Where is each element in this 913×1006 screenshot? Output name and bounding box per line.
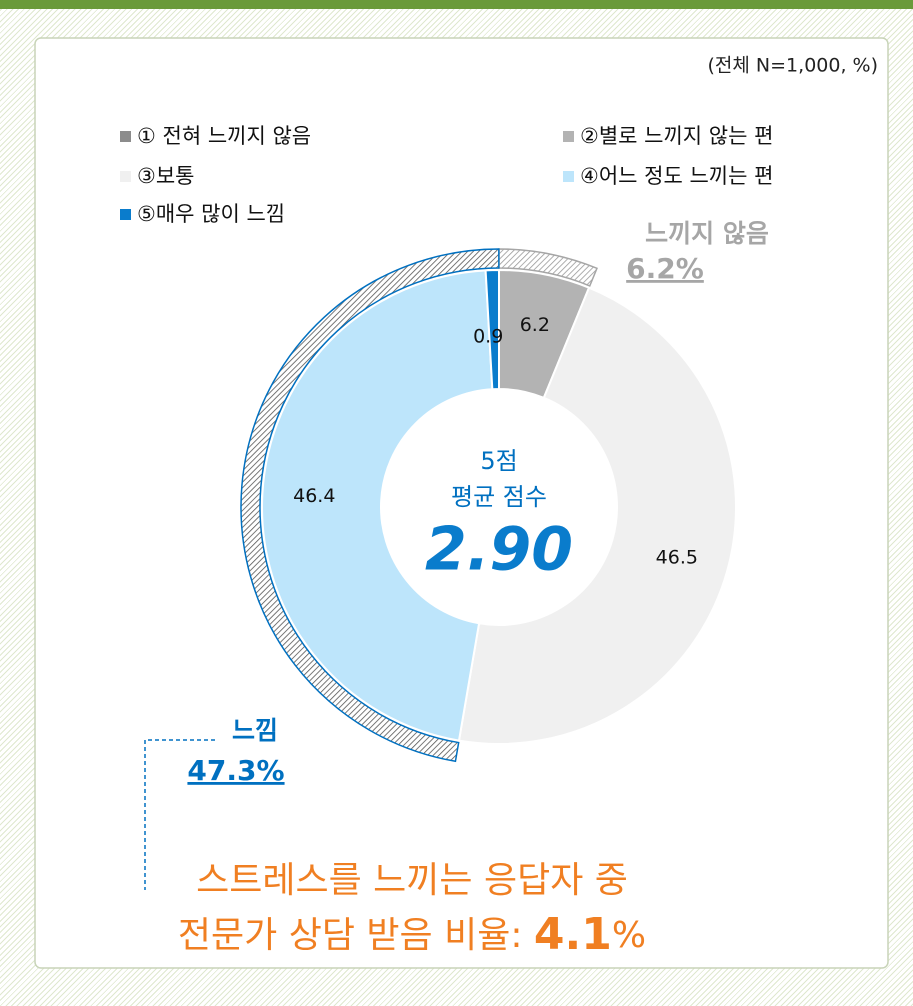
panel	[34, 37, 889, 969]
group-arc	[240, 248, 500, 763]
group-arc	[498, 248, 598, 287]
data-label: 46.4	[293, 485, 335, 507]
group-value: 47.3%	[187, 754, 284, 787]
data-label: 0.9	[473, 326, 503, 348]
legend-swatch	[120, 131, 131, 142]
legend-label: ③보통	[137, 164, 194, 188]
legend-swatch	[563, 131, 574, 142]
legend-label: ① 전혀 느끼지 않음	[137, 124, 311, 148]
legend-label: ④어느 정도 느끼는 편	[580, 164, 773, 188]
donut-segment	[261, 269, 494, 742]
group-name: 느낌	[232, 716, 278, 745]
center-text: 5점	[480, 447, 517, 475]
donut-segment	[484, 268, 500, 391]
footnote-value: 4.1	[534, 909, 612, 960]
data-label: 6.2	[520, 314, 550, 336]
legend-label: ②별로 느끼지 않는 편	[580, 124, 773, 148]
leader-line	[144, 739, 215, 890]
footnote-text: 전문가 상담 받음 비율:	[178, 915, 523, 956]
group-value: 6.2%	[626, 252, 704, 285]
donut-segment	[457, 286, 737, 745]
footnote-line2: 전문가 상담 받음 비율: 4.1%	[178, 909, 646, 960]
legend-swatch	[120, 209, 131, 220]
legend-swatch	[120, 171, 131, 182]
legend-label: ⑤매우 많이 느낌	[137, 202, 285, 226]
top-bar	[0, 0, 913, 9]
footnote-line1: 스트레스를 느끼는 응답자 중	[196, 860, 628, 901]
center-value: 2.90	[425, 515, 573, 585]
group-name: 느끼지 않음	[645, 219, 769, 248]
center-text: 평균 점수	[451, 483, 547, 511]
note: (전체 N=1,000, %)	[708, 55, 878, 77]
data-label: 46.5	[656, 547, 698, 569]
legend-swatch	[563, 171, 574, 182]
footnote-unit: %	[612, 915, 646, 956]
